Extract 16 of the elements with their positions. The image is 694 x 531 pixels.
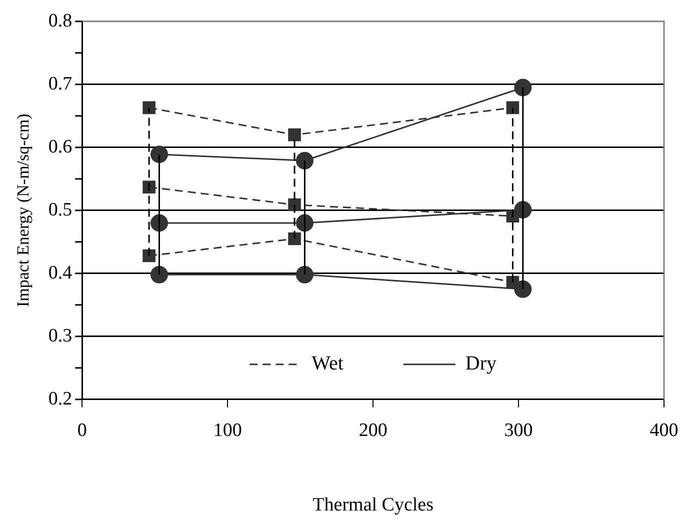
legend-label: Dry — [465, 352, 496, 375]
y-tick-label: 0.7 — [48, 73, 72, 94]
x-tick-label: 400 — [650, 420, 678, 441]
legend-label: Wet — [312, 352, 344, 375]
x-tick-label: 200 — [358, 420, 388, 441]
x-axis-title: Thermal Cycles — [312, 494, 434, 516]
y-tick-label: 0.2 — [48, 388, 72, 410]
y-axis-title: Impact Energy (N-m/sq-cm) — [14, 114, 33, 308]
y-tick-label: 0.8 — [48, 10, 72, 32]
x-tick-label: 300 — [504, 420, 533, 441]
x-tick-label: 100 — [213, 420, 242, 441]
x-tick-label: 0 — [77, 420, 87, 441]
y-tick-label: 0.5 — [48, 199, 72, 220]
y-tick-label: 0.3 — [48, 325, 72, 346]
y-tick-label: 0.6 — [48, 136, 72, 158]
y-tick-label: 0.4 — [48, 262, 73, 284]
